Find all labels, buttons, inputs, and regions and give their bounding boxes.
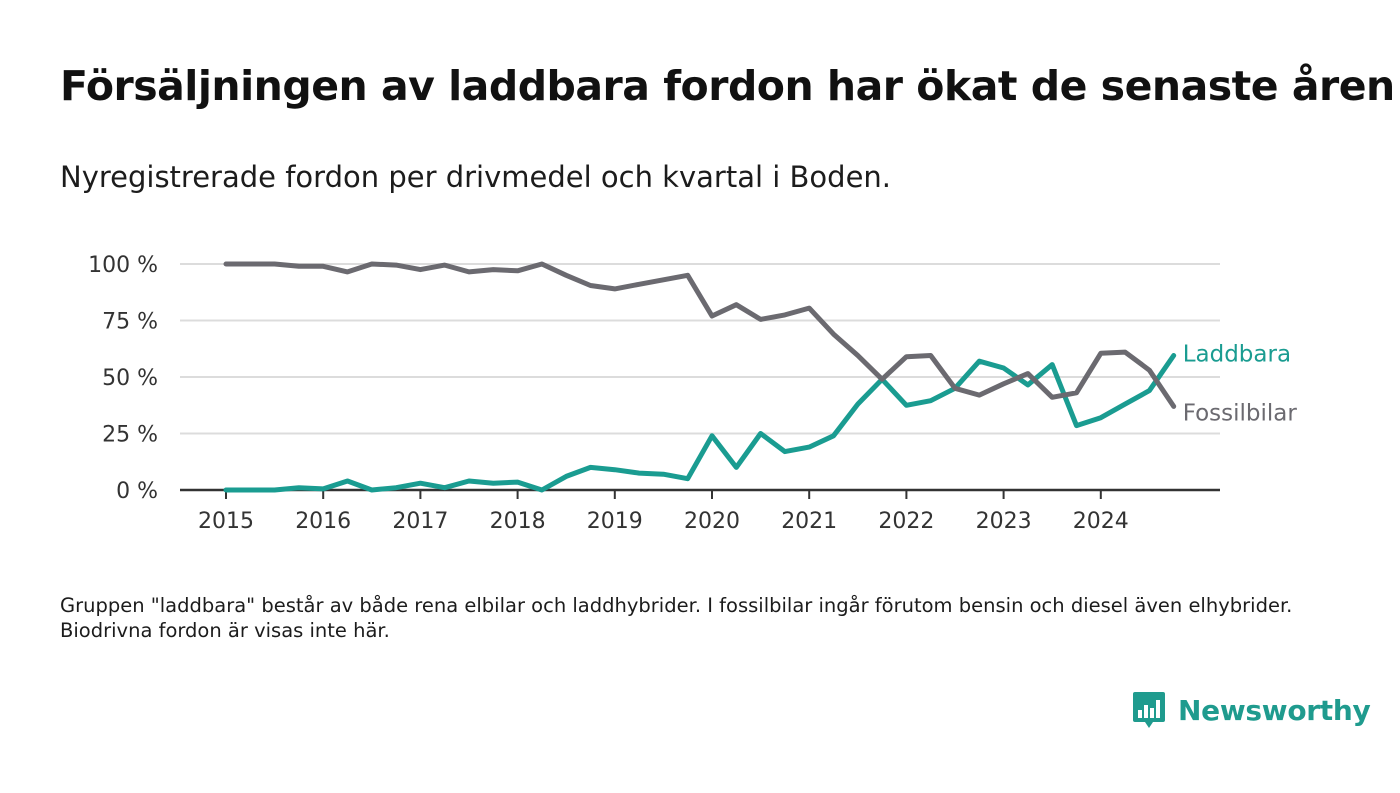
x-axis: 2015 2016 2017 2018 2019 2020 2021 2022 2023 2024 [180, 488, 1220, 534]
gridlines [180, 263, 1220, 435]
newsworthy-logo[interactable]: Newsworthy [1132, 690, 1371, 730]
series-line-fossilbilar [223, 261, 1177, 409]
bar-chart-speech-bubble-icon [1133, 692, 1165, 728]
y-tick-label: 25 % [102, 423, 158, 448]
y-tick-label: 75 % [102, 310, 158, 335]
y-tick-label: 100 % [88, 253, 158, 278]
brand-name: Newsworthy [1178, 693, 1371, 727]
series-label-laddbara: Laddbara [1183, 342, 1291, 368]
x-tick-label: 2024 [1073, 509, 1129, 534]
x-tick-label: 2021 [781, 509, 837, 534]
x-tick-label: 2020 [684, 509, 740, 534]
x-tick-label: 2019 [587, 509, 643, 534]
series-labels: Laddbara Fossilbilar [1183, 342, 1298, 427]
y-tick-label: 0 % [116, 479, 158, 504]
chart-title: Försäljningen av laddbara fordon har öka… [60, 62, 1395, 110]
footnote: Gruppen "laddbara" består av både rena e… [60, 594, 1293, 642]
x-tick-label: 2023 [976, 509, 1032, 534]
chart-subtitle: Nyregistrerade fordon per drivmedel och … [60, 160, 892, 194]
x-tick-label: 2015 [198, 509, 254, 534]
x-tick-label: 2016 [295, 509, 351, 534]
series-label-fossilbilar: Fossilbilar [1183, 400, 1298, 426]
x-tick-label: 2018 [490, 509, 546, 534]
x-tick-label: 2017 [392, 509, 448, 534]
line-chart: 0 %25 %50 %75 %100 % 2015 2016 2017 2018 201… [88, 253, 1298, 534]
y-tick-label: 50 % [102, 366, 158, 391]
series-lines [223, 261, 1177, 493]
x-tick-label: 2022 [878, 509, 934, 534]
y-axis-ticks: 0 % 25 % 50 % 75 % 100 % [88, 253, 158, 504]
